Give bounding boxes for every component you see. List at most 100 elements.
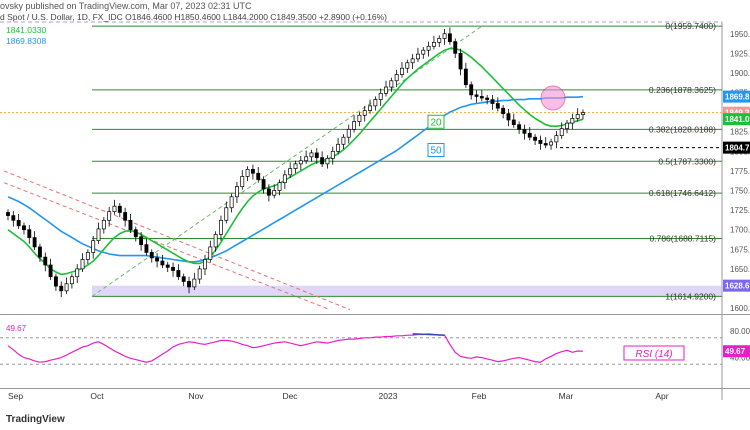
ma50-legend-value: 1869.8308 bbox=[6, 36, 47, 46]
rsi-value-tag bbox=[723, 345, 750, 358]
candle-body bbox=[149, 252, 154, 259]
fib-label: 1(1614.9200) bbox=[665, 291, 716, 301]
rsi-value-tag-label: 49.67 bbox=[725, 347, 746, 356]
candle-body bbox=[469, 84, 474, 96]
y-tick-label: 1775.00 bbox=[730, 167, 750, 176]
candle-body bbox=[288, 168, 293, 176]
candle-body bbox=[277, 182, 282, 191]
rsi-level-label: 40.00 bbox=[730, 354, 750, 363]
crossover-highlight-circle bbox=[540, 85, 566, 111]
candle-body bbox=[229, 196, 234, 209]
candle-body bbox=[219, 219, 223, 235]
candle-body bbox=[426, 45, 431, 51]
ma-label-box bbox=[427, 114, 445, 129]
candle-body bbox=[314, 152, 319, 158]
candle-body bbox=[43, 256, 48, 266]
candle-body bbox=[474, 94, 479, 97]
candle-body bbox=[240, 176, 245, 187]
downtrend-line-lower bbox=[3, 182, 331, 311]
ma-label-text: 20 bbox=[430, 117, 442, 128]
candle-body bbox=[203, 259, 207, 270]
candle-body bbox=[431, 42, 436, 47]
candle-body bbox=[437, 38, 442, 43]
price-tag bbox=[723, 141, 750, 154]
candle-body bbox=[330, 150, 335, 159]
price-tag-label: 1628.6 bbox=[725, 282, 750, 291]
candle-body bbox=[533, 136, 538, 141]
candle-body bbox=[293, 163, 298, 169]
candle-body bbox=[59, 285, 64, 292]
candle-body bbox=[176, 270, 181, 278]
candle-body bbox=[554, 135, 559, 143]
candle-body bbox=[341, 136, 346, 145]
ma-label-text: 50 bbox=[430, 145, 442, 156]
candle-body bbox=[235, 186, 239, 198]
downtrend-line-upper bbox=[3, 170, 351, 311]
y-tick-label: 1725.00 bbox=[730, 206, 750, 215]
ma-label-box bbox=[427, 142, 445, 157]
candle-body bbox=[485, 97, 490, 100]
candle-body bbox=[22, 225, 26, 231]
fib-label: 0.236(1878.3625) bbox=[649, 85, 716, 95]
candle-body bbox=[549, 141, 553, 146]
candle-body bbox=[192, 278, 197, 288]
candle-body bbox=[506, 113, 511, 121]
candle-body bbox=[139, 236, 144, 245]
candle-body bbox=[91, 240, 96, 253]
candle-body bbox=[298, 160, 303, 165]
rsi-label-box bbox=[623, 345, 685, 361]
candle-body bbox=[85, 252, 90, 260]
candle-body bbox=[458, 53, 463, 70]
candle-body bbox=[394, 74, 399, 82]
support-zone bbox=[92, 285, 722, 297]
fib-label: 0.5(1787.3300) bbox=[658, 156, 716, 166]
ma20-legend-value: 1841.0330 bbox=[6, 25, 47, 35]
candle-body bbox=[410, 58, 415, 64]
candle-body bbox=[75, 268, 80, 278]
rsi-line bbox=[7, 333, 584, 363]
candle-body bbox=[213, 234, 218, 248]
candle-body bbox=[416, 53, 420, 60]
candle-body bbox=[565, 122, 569, 129]
candle-body bbox=[479, 96, 484, 99]
candle-body bbox=[522, 129, 527, 134]
candle-body bbox=[389, 80, 394, 88]
ma50-label: 50 bbox=[427, 142, 445, 157]
candle-body bbox=[245, 169, 250, 177]
candle-body bbox=[80, 259, 85, 270]
candle-body bbox=[27, 229, 32, 238]
candle-body bbox=[48, 264, 53, 278]
candle-body bbox=[69, 276, 74, 285]
candle-body bbox=[373, 99, 378, 107]
candle-body bbox=[575, 114, 580, 119]
candle-body bbox=[155, 257, 160, 262]
x-tick-label: Sep bbox=[8, 391, 23, 401]
x-tick-label: 2023 bbox=[379, 391, 398, 401]
header-symbol-info: d Spot / U.S. Dollar, 1D, FX_IDC O1846.4… bbox=[0, 12, 388, 22]
price-tag bbox=[723, 279, 750, 292]
candle-body bbox=[282, 174, 287, 184]
x-tick-label: Mar bbox=[559, 391, 574, 401]
candle-body bbox=[581, 112, 585, 115]
candle-body bbox=[117, 205, 122, 213]
candle-body bbox=[144, 244, 149, 253]
candle-body bbox=[107, 211, 112, 221]
y-tick-label: 1900.00 bbox=[730, 69, 750, 78]
candle-body bbox=[32, 237, 37, 248]
candle-body bbox=[181, 276, 186, 282]
fib-label: 0.786(1688.7115) bbox=[650, 234, 717, 244]
candle-body bbox=[336, 143, 341, 152]
rsi-level-label: 80.00 bbox=[730, 327, 750, 336]
candle-body bbox=[304, 156, 309, 162]
candle-body bbox=[187, 281, 191, 288]
fib-label: 0(1959.7400) bbox=[665, 21, 716, 31]
candle-body bbox=[453, 41, 458, 54]
candle-body bbox=[495, 103, 500, 109]
x-tick-label: Nov bbox=[188, 391, 204, 401]
candle-body bbox=[165, 264, 170, 268]
y-tick-label: 1825.00 bbox=[730, 128, 750, 137]
candle-body bbox=[400, 67, 404, 75]
candle-body bbox=[224, 207, 229, 221]
candle-body bbox=[384, 86, 388, 94]
ma20-label: 20 bbox=[427, 114, 445, 129]
